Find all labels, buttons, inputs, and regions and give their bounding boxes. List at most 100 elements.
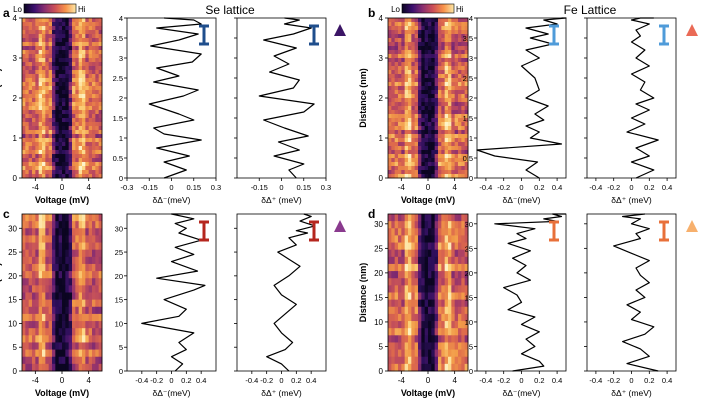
heatmap-cell: [42, 263, 46, 272]
heatmap-cell: [408, 335, 412, 343]
heatmap-cell: [444, 299, 449, 308]
heatmap-cell: [388, 162, 392, 167]
heatmap-cell: [45, 263, 50, 272]
heatmap-cell: [411, 299, 416, 308]
heatmap-cell: [394, 356, 399, 365]
heatmap-cell: [52, 34, 56, 39]
heatmap-cell: [38, 150, 43, 155]
heatmap-cell: [438, 363, 442, 372]
heatmap-cell: [38, 66, 43, 71]
heatmap-cell: [398, 321, 402, 329]
heatmap-cell: [391, 154, 396, 159]
heatmap-cell: [38, 299, 43, 308]
heatmap-cell: [414, 58, 419, 63]
heatmap-cell: [404, 22, 409, 27]
heatmap-cell: [408, 130, 412, 135]
heatmap-cell: [424, 50, 429, 55]
heatmap-cell: [404, 94, 409, 99]
heatmap-cell: [38, 214, 43, 222]
heatmap-cell: [401, 26, 406, 31]
heatmap-cell: [65, 242, 70, 251]
heatmap-cell: [45, 292, 50, 301]
heatmap-cell: [421, 221, 426, 229]
heatmap-cell: [388, 299, 392, 308]
heatmap-cell: [444, 158, 449, 163]
heatmap-cell: [95, 249, 100, 258]
heatmap-cell: [28, 42, 33, 47]
heatmap-cell: [401, 18, 406, 23]
heatmap-cell: [421, 70, 426, 75]
heatmap-cell: [25, 34, 30, 39]
heatmap-cell: [454, 46, 459, 51]
heatmap-cell: [78, 235, 83, 243]
heatmap-cell: [28, 349, 33, 358]
heatmap-cell: [404, 42, 409, 47]
heatmap-cell: [85, 242, 90, 251]
heatmap-cell: [428, 263, 432, 272]
heatmap-cell: [75, 134, 80, 139]
heatmap-cell: [65, 235, 70, 243]
heatmap-cell: [88, 62, 93, 67]
heatmap-cell: [424, 22, 429, 27]
heatmap-cell: [25, 54, 30, 59]
heatmap-cell: [408, 228, 412, 236]
heatmap-cell: [408, 313, 412, 322]
heatmap-cell: [394, 30, 399, 35]
heatmap-cell: [431, 170, 436, 175]
heatmap-cell: [98, 62, 103, 67]
heatmap-cell: [461, 114, 466, 119]
heatmap-cell: [32, 70, 36, 75]
heatmap-cell: [35, 214, 40, 222]
heatmap-cell: [22, 46, 26, 51]
x-axis-label: δΔ⁻(meV): [502, 388, 540, 398]
heatmap-cell: [421, 154, 426, 159]
heatmap-cell: [391, 118, 396, 123]
heatmap-cell: [85, 42, 90, 47]
heatmap-cell: [388, 313, 392, 322]
heatmap-cell: [78, 126, 83, 131]
heatmap-cell: [421, 321, 426, 329]
heatmap-cell: [418, 106, 422, 111]
heatmap-cell: [424, 110, 429, 115]
heatmap-cell: [48, 299, 53, 308]
heatmap-cell: [22, 42, 26, 47]
heatmap-cell: [62, 42, 66, 47]
heatmap-cell: [441, 263, 446, 272]
heatmap-cell: [48, 263, 53, 272]
heatmap-cell: [48, 110, 53, 115]
heatmap-cell: [58, 22, 63, 27]
heatmap-cell: [42, 82, 46, 87]
heatmap-cell: [434, 130, 439, 135]
heatmap-cell: [428, 34, 432, 39]
heatmap-cell: [424, 138, 429, 143]
heatmap-cell: [78, 114, 83, 119]
heatmap-cell: [431, 342, 436, 350]
heatmap-cell: [72, 162, 76, 167]
heatmap-cell: [42, 22, 46, 27]
heatmap-cell: [398, 166, 402, 171]
heatmap-cell: [25, 292, 30, 301]
heatmap-cell: [448, 356, 452, 365]
heatmap-cell: [414, 235, 419, 243]
heatmap-cell: [418, 78, 422, 83]
heatmap-cell: [65, 162, 70, 167]
heatmap-cell: [85, 166, 90, 171]
heatmap-cell: [461, 349, 466, 358]
heatmap-cell: [408, 30, 412, 35]
heatmap-cell: [38, 86, 43, 91]
heatmap-cell: [441, 363, 446, 372]
heatmap-cell: [75, 349, 80, 358]
heatmap-cell: [464, 54, 469, 59]
heatmap-cell: [98, 228, 103, 236]
heatmap-cell: [52, 263, 56, 272]
heatmap-cell: [438, 118, 442, 123]
heatmap-cell: [411, 102, 416, 107]
heatmap-cell: [441, 62, 446, 67]
heatmap-cell: [418, 74, 422, 79]
heatmap-cell: [52, 221, 56, 229]
title-fe-lattice: Fe Lattice: [564, 3, 617, 17]
heatmap-cell: [414, 70, 419, 75]
heatmap-cell: [92, 335, 96, 343]
heatmap-cell: [35, 306, 40, 315]
heatmap-cell: [388, 86, 392, 91]
